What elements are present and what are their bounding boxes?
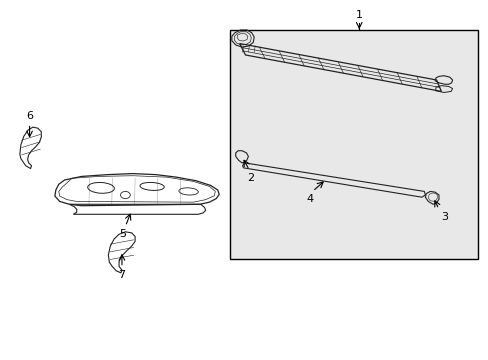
Text: 5: 5: [119, 229, 126, 239]
Text: 2: 2: [246, 173, 254, 183]
Text: 3: 3: [441, 212, 447, 222]
Text: 6: 6: [26, 111, 33, 121]
Text: 4: 4: [306, 194, 313, 204]
Text: 1: 1: [355, 10, 362, 20]
Bar: [229, 30, 477, 258]
Text: 7: 7: [118, 270, 125, 280]
